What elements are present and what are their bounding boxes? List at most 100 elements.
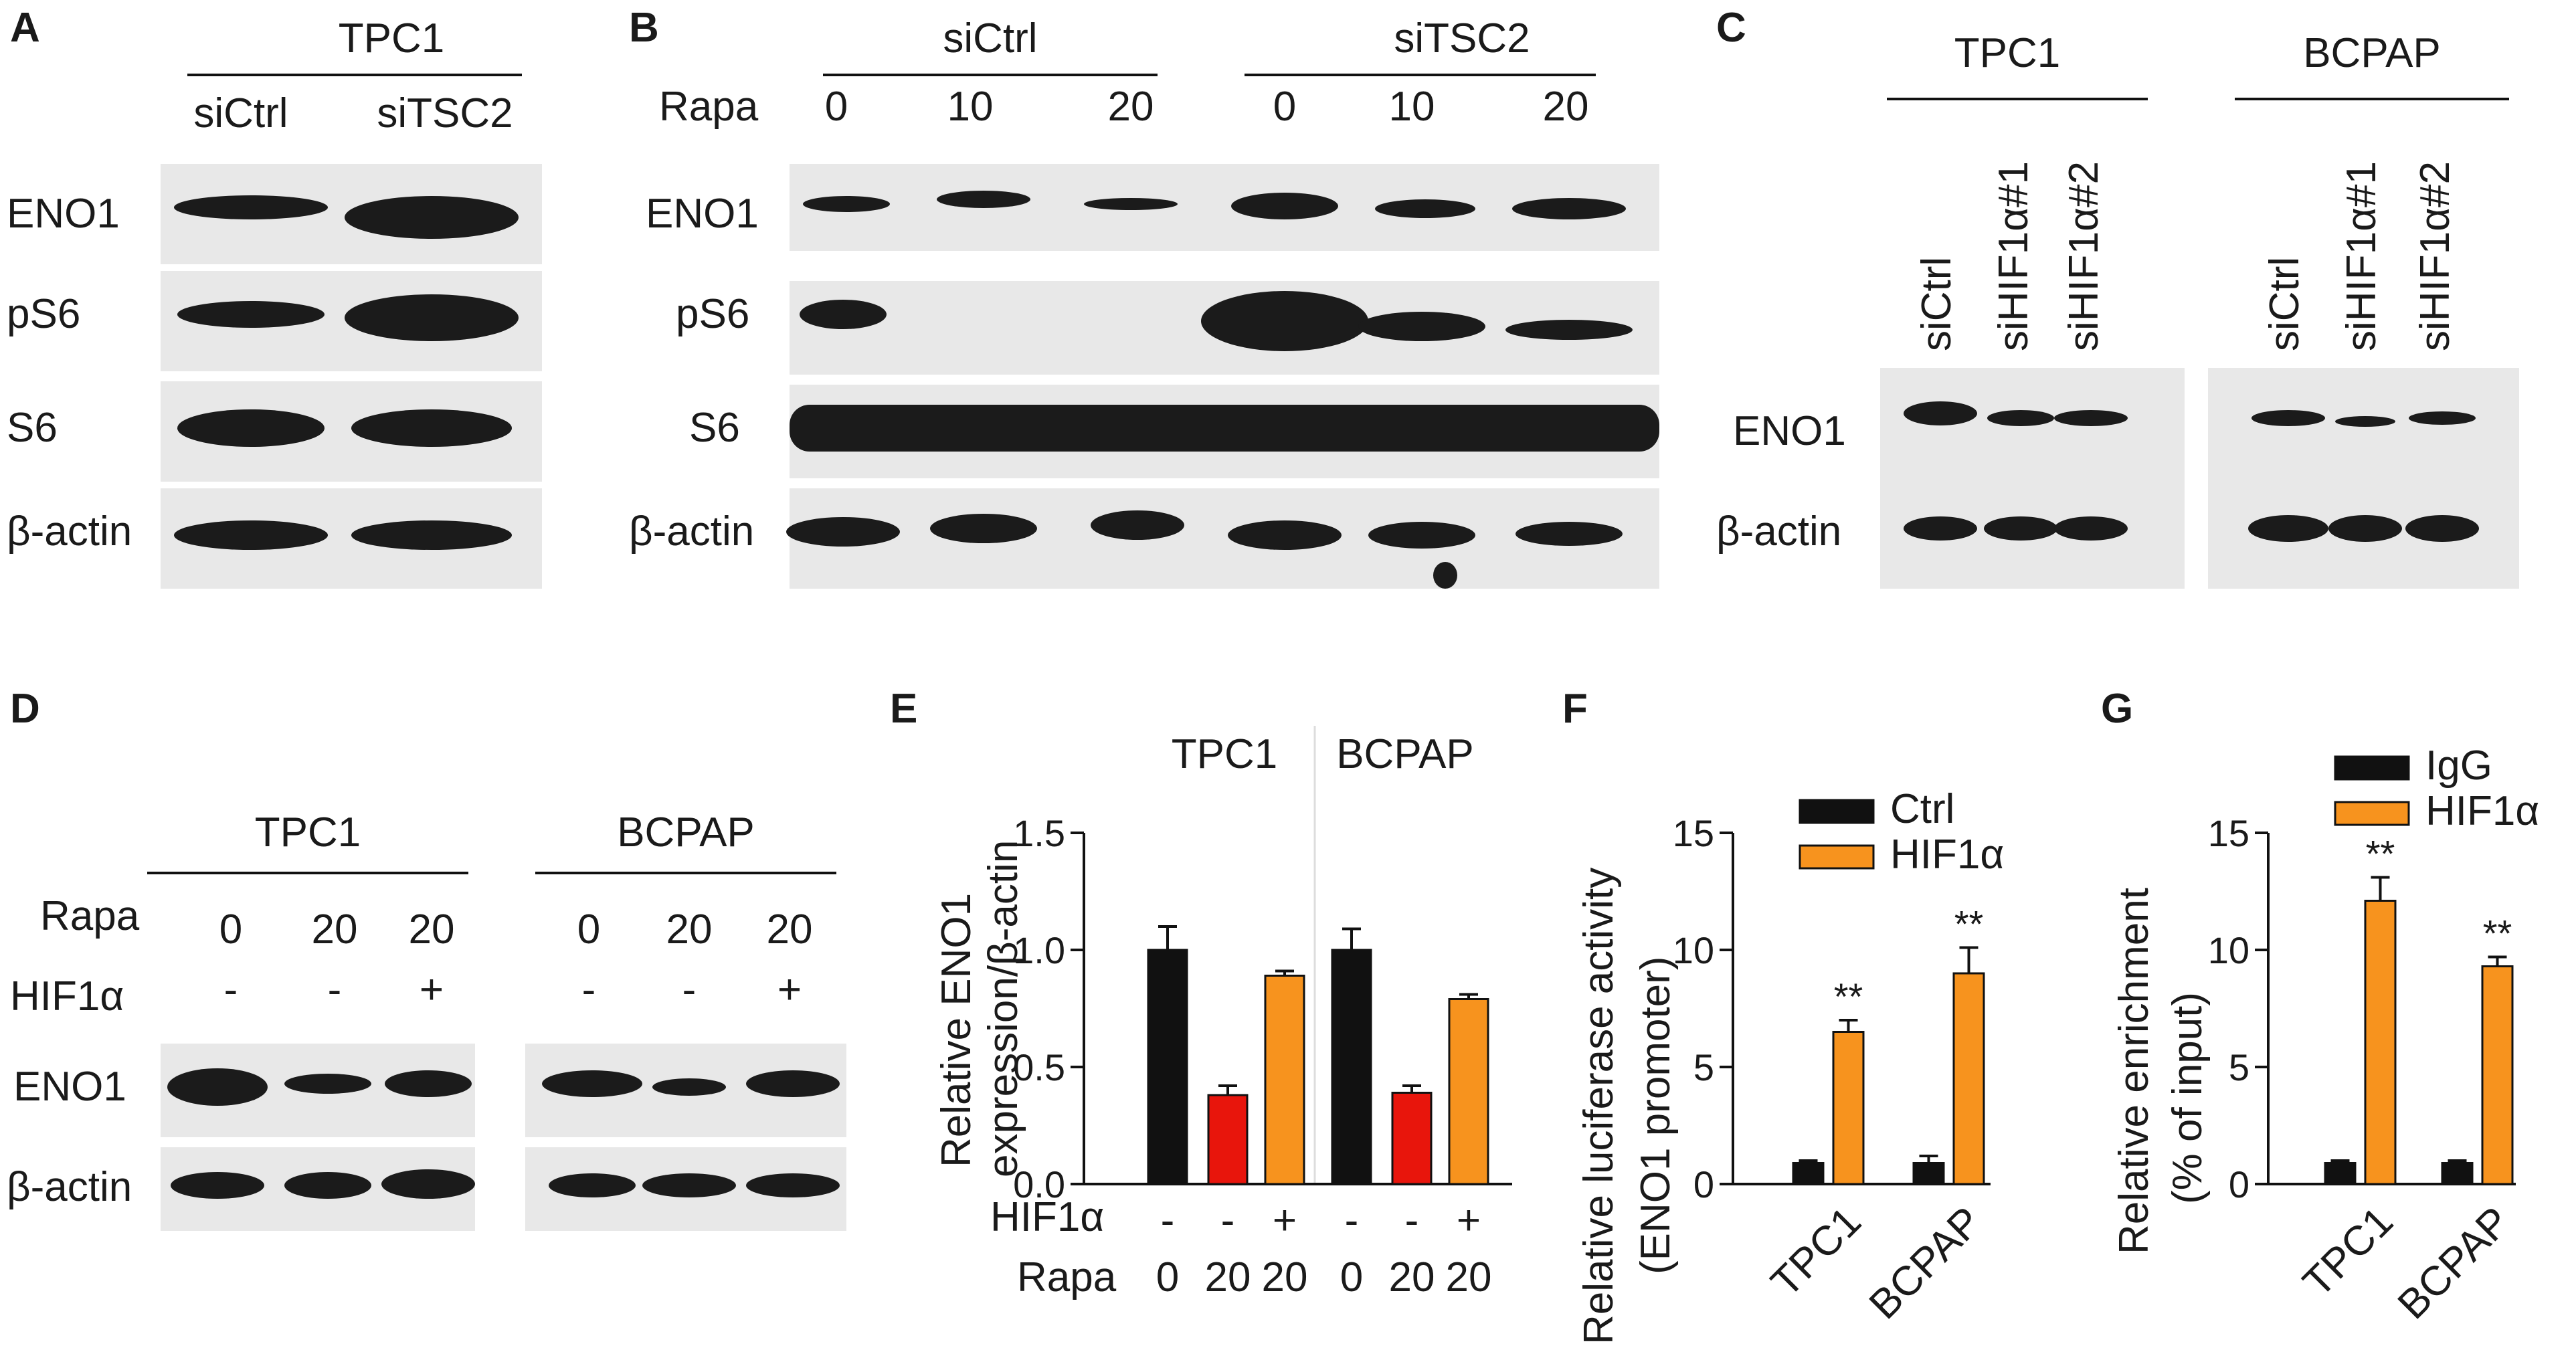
blot-band bbox=[174, 195, 328, 219]
legend-label: HIF1α bbox=[1890, 832, 2004, 878]
blot-band bbox=[642, 1173, 736, 1197]
panel-c-lane-label: siHIF1α#2 bbox=[2061, 161, 2107, 351]
y-tick-label: 1.5 bbox=[1013, 812, 1065, 854]
panel-c-lane-label: siCtrl bbox=[1914, 257, 1960, 351]
panel-b-row-label: β-actin bbox=[629, 508, 754, 555]
panel-b-row-label: S6 bbox=[689, 405, 740, 451]
blot-band bbox=[2251, 410, 2325, 426]
bar bbox=[1331, 949, 1372, 1185]
x-tick-label: BCPAP bbox=[1861, 1198, 1991, 1328]
blot-band bbox=[167, 1068, 268, 1106]
panel-g-ylabel: (% of input) bbox=[2165, 992, 2211, 1204]
blot-band bbox=[937, 191, 1030, 208]
blot-band bbox=[345, 196, 519, 239]
blot-band bbox=[930, 514, 1037, 543]
blot-band bbox=[174, 520, 328, 550]
y-tick-label: 0.0 bbox=[1013, 1163, 1065, 1205]
blot-band bbox=[1231, 193, 1338, 219]
y-tick-label: 10 bbox=[2208, 929, 2249, 971]
blot-band bbox=[652, 1078, 726, 1096]
panel-e-chart: 0.00.51.01.5-0-20+20-0-20+20 bbox=[1013, 812, 1512, 1300]
panel-e-group-label: TPC1 bbox=[1172, 731, 1277, 777]
legend-label: IgG bbox=[2425, 743, 2492, 789]
x-tick-label-hif: - bbox=[1161, 1197, 1175, 1244]
panel-c-group-label: TPC1 bbox=[1954, 30, 2060, 76]
blot-band bbox=[171, 1172, 264, 1199]
blot-band bbox=[800, 300, 887, 329]
bar bbox=[2481, 965, 2514, 1185]
panel-d-rapa-value: 20 bbox=[666, 906, 713, 953]
y-tick-label: 15 bbox=[1673, 812, 1714, 854]
panel-b-row-label: ENO1 bbox=[646, 191, 759, 237]
panel-d-hif-label: HIF1α bbox=[10, 973, 124, 1019]
panel-f-ylabel: (ENO1 promoter) bbox=[1633, 957, 1679, 1274]
y-tick-label: 15 bbox=[2208, 812, 2249, 854]
blot-band bbox=[2328, 515, 2402, 542]
blot-band bbox=[385, 1070, 472, 1097]
panel-f-ylabel: Relative luciferase activity bbox=[1576, 868, 1622, 1345]
blot-band bbox=[1228, 520, 1342, 550]
significance-label: ** bbox=[1954, 903, 1984, 945]
blot-band bbox=[1091, 510, 1184, 540]
y-tick-label: 5 bbox=[1693, 1046, 1714, 1088]
bar bbox=[1147, 949, 1188, 1185]
panel-a-lane-label: siCtrl bbox=[193, 90, 288, 136]
panel-d-group-label: BCPAP bbox=[617, 809, 755, 856]
panel-b-rapa-value: 10 bbox=[947, 84, 994, 130]
panel-c-lane-label: siHIF1α#1 bbox=[2338, 161, 2385, 351]
y-tick-label: 0.5 bbox=[1013, 1046, 1065, 1088]
x-tick-label-rapa: 0 bbox=[1340, 1254, 1363, 1300]
blot-artifact bbox=[1433, 562, 1457, 589]
blot-band bbox=[1375, 199, 1475, 218]
panel-c-lane-label: siCtrl bbox=[2262, 257, 2308, 351]
bar bbox=[2324, 1162, 2357, 1185]
panel-c-row-label: ENO1 bbox=[1733, 408, 1846, 454]
panel-b-rapa-value: 0 bbox=[1273, 84, 1296, 130]
blot-band bbox=[1358, 312, 1485, 341]
panel-b-rapa-value: 20 bbox=[1108, 84, 1154, 130]
blot-band bbox=[351, 520, 512, 550]
x-tick-label: TPC1 bbox=[2294, 1198, 2402, 1306]
x-tick-label: BCPAP bbox=[2389, 1198, 2519, 1328]
blot-band bbox=[542, 1070, 642, 1097]
panel-a-row-label: S6 bbox=[7, 405, 58, 451]
blot-band bbox=[1904, 516, 1977, 541]
bar bbox=[1448, 998, 1489, 1185]
blot-band bbox=[786, 517, 900, 547]
panel-c-group-label: BCPAP bbox=[2303, 30, 2441, 76]
blot-band bbox=[1515, 522, 1623, 546]
blot-band bbox=[1368, 522, 1475, 549]
legend-swatch bbox=[1799, 799, 1875, 824]
panel-a-row-label: β-actin bbox=[7, 508, 132, 555]
blot-band bbox=[177, 409, 325, 447]
panel-a-row-label: ENO1 bbox=[7, 191, 120, 237]
x-tick-label-hif: + bbox=[1273, 1197, 1297, 1244]
panel-e-ylabel: Relative ENO1 bbox=[933, 893, 980, 1167]
legend-label: HIF1α bbox=[2425, 788, 2539, 834]
blot-band bbox=[2248, 515, 2328, 542]
panel-b-rapa-value: 20 bbox=[1543, 84, 1589, 130]
panel-a-letter: A bbox=[10, 5, 40, 51]
panel-b-group-label: siCtrl bbox=[943, 15, 1037, 62]
blot-band bbox=[345, 294, 519, 341]
bar bbox=[1832, 1031, 1865, 1185]
panel-b-rapa-label: Rapa bbox=[659, 84, 759, 130]
y-tick-label: 5 bbox=[2229, 1046, 2249, 1088]
x-tick-label-rapa: 20 bbox=[1446, 1254, 1492, 1300]
bar bbox=[1912, 1162, 1945, 1185]
y-tick-label: 1.0 bbox=[1013, 929, 1065, 971]
x-tick-label-rapa: 20 bbox=[1205, 1254, 1251, 1300]
panel-b-rapa-value: 0 bbox=[825, 84, 848, 130]
panel-d-hif-value: + bbox=[420, 967, 444, 1013]
blot-band bbox=[549, 1173, 636, 1197]
panel-d-rapa-label: Rapa bbox=[40, 893, 140, 939]
blot-band bbox=[381, 1169, 475, 1199]
blot-band bbox=[1984, 516, 2057, 541]
x-tick-label-rapa: 20 bbox=[1262, 1254, 1308, 1300]
blot-band bbox=[2054, 516, 2128, 541]
blot-band bbox=[1904, 401, 1977, 425]
panel-b-blot-actin bbox=[790, 488, 1659, 589]
panel-a-lane-label: siTSC2 bbox=[377, 90, 513, 136]
panel-b-letter: B bbox=[629, 5, 659, 51]
